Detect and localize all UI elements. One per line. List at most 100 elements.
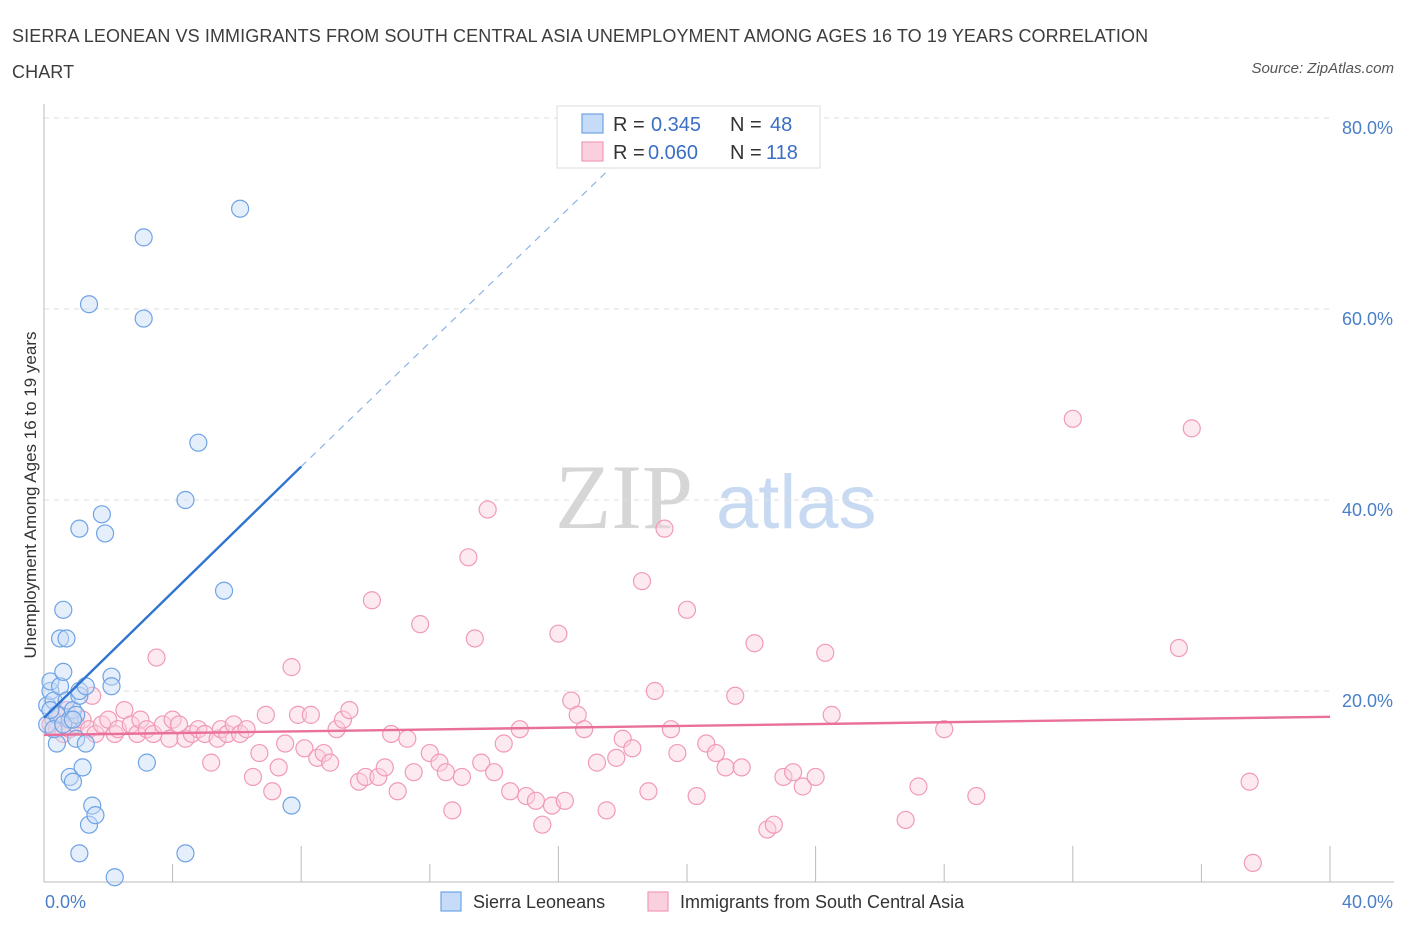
trend-line-sierra-leoneans-extension [300,155,624,468]
legend-n-label-2: N = [730,142,762,164]
immigrants-point-112 [822,705,841,724]
immigrants-point-42 [269,758,288,777]
sierra-leoneans-point-22 [73,758,92,777]
sierra-leoneans-point-28 [70,844,89,863]
immigrants-point-55 [356,767,375,787]
legend-r-label-2: R = [613,142,645,164]
immigrants-point-117 [1063,409,1082,428]
sierra-leoneans-point-33 [105,868,124,887]
immigrants-point-45 [288,705,308,724]
legend-box: R = 0.345 N = 48 R = 0.060 N = 118 [556,105,821,169]
trend-lines [43,155,1331,737]
sierra-leoneans-point-25 [79,295,99,314]
immigrants-point-34 [218,724,237,744]
immigrants-point-120 [1240,772,1259,791]
sierra-leoneans-point-41 [231,199,250,218]
immigrants-point-89 [613,729,632,748]
sierra-leoneans-point-15 [63,772,83,791]
immigrants-point-82 [555,791,574,810]
immigrants-point-61 [398,729,417,748]
immigrants-point-97 [677,600,697,619]
immigrants-point-116 [967,786,986,806]
immigrants-point-71 [472,753,491,772]
sierra-leoneans-point-43 [44,720,63,739]
sierra-leoneans-point-35 [134,309,153,328]
immigrants-point-119 [1182,419,1201,438]
immigrants-point-66 [436,763,455,782]
immigrants-point-60 [388,782,407,801]
immigrants-point-65 [430,753,449,772]
sierra-leoneans-point-12 [57,629,76,648]
trend-line-sierra-leoneans [43,465,303,719]
trend-line-immigrants [43,715,1331,737]
sierra-leoneans-point-30 [95,524,115,543]
sierra-leoneans-point-40 [214,581,234,600]
y-tick-label-0: 20.0% [1342,691,1393,711]
immigrants-point-94 [655,519,674,538]
sierra-leoneans-point-23 [76,734,95,753]
bottom-legend-label-sierra-leoneans: Sierra Leoneans [473,892,605,912]
immigrants-point-52 [333,710,353,729]
bottom-legend: Sierra Leoneans Immigrants from South Ce… [440,891,965,912]
bottom-legend-swatch-blue [440,891,462,912]
immigrants-point-109 [793,777,812,796]
immigrants-point-100 [706,743,726,763]
sierra-leoneans-point-42 [282,796,301,815]
immigrants-point-75 [501,782,520,801]
immigrants-point-90 [623,739,642,758]
sierra-leoneans-point-24 [79,815,99,834]
immigrants-point-67 [443,801,462,820]
sierra-leoneans-point-31 [102,667,121,686]
sierra-leoneans-point-45 [63,710,83,729]
immigrants-point-114 [909,777,928,796]
immigrants-point-62 [404,763,423,782]
sierra-leoneans-point-10 [54,662,73,682]
immigrants-point-113 [896,810,915,830]
sierra-leoneans-point-8 [50,629,70,648]
bottom-legend-label-immigrants: Immigrants from South Central Asia [680,892,965,912]
immigrants-point-102 [726,686,745,705]
immigrants-point-46 [295,739,314,758]
immigrants-point-24 [160,729,179,748]
immigrants-point-95 [661,720,681,739]
immigrants-point-104 [745,634,764,653]
immigrants-point-41 [263,782,282,801]
immigrants-point-87 [597,801,616,820]
legend-swatch-blue [581,113,604,134]
immigrants-point-70 [465,629,484,648]
immigrants-point-64 [420,743,439,763]
watermark-atlas: atlas [716,460,877,545]
legend-r-value-1: 0.345 [651,114,701,136]
sierra-leoneans-point-32 [102,677,121,696]
sierra-leoneans-point-36 [137,753,156,772]
x-tick-label-0: 0.0% [45,892,86,912]
legend-n-value-1: 48 [770,114,792,136]
immigrants-point-88 [607,748,626,767]
immigrants-point-19 [131,710,150,729]
immigrants-point-69 [459,548,478,567]
immigrants-point-81 [549,624,568,643]
axes [43,104,1394,883]
immigrants-point-107 [774,767,793,787]
immigrants-point-110 [806,767,825,787]
immigrants-point-68 [452,767,472,787]
immigrants-point-32 [208,729,227,748]
sierra-leoneans-point-39 [189,433,208,452]
tick-labels: 20.0% 40.0% 60.0% 80.0% 0.0% 40.0% [45,118,1393,912]
immigrants-point-78 [526,791,545,810]
immigrants-point-44 [282,658,301,677]
immigrants-point-47 [301,705,320,724]
immigrants-point-31 [202,753,221,772]
immigrants-point-92 [639,782,658,801]
immigrants-point-73 [485,763,504,782]
immigrants-point-118 [1169,638,1188,658]
immigrants-point-85 [575,720,594,739]
sierra-leoneans-point-27 [86,806,105,825]
immigrants-point-98 [687,786,706,806]
immigrants-point-91 [632,572,652,591]
sierra-leoneans-point-26 [83,796,102,815]
immigrants-point-37 [237,720,256,739]
immigrants-point-111 [816,643,835,662]
y-tick-label-3: 80.0% [1342,118,1393,138]
